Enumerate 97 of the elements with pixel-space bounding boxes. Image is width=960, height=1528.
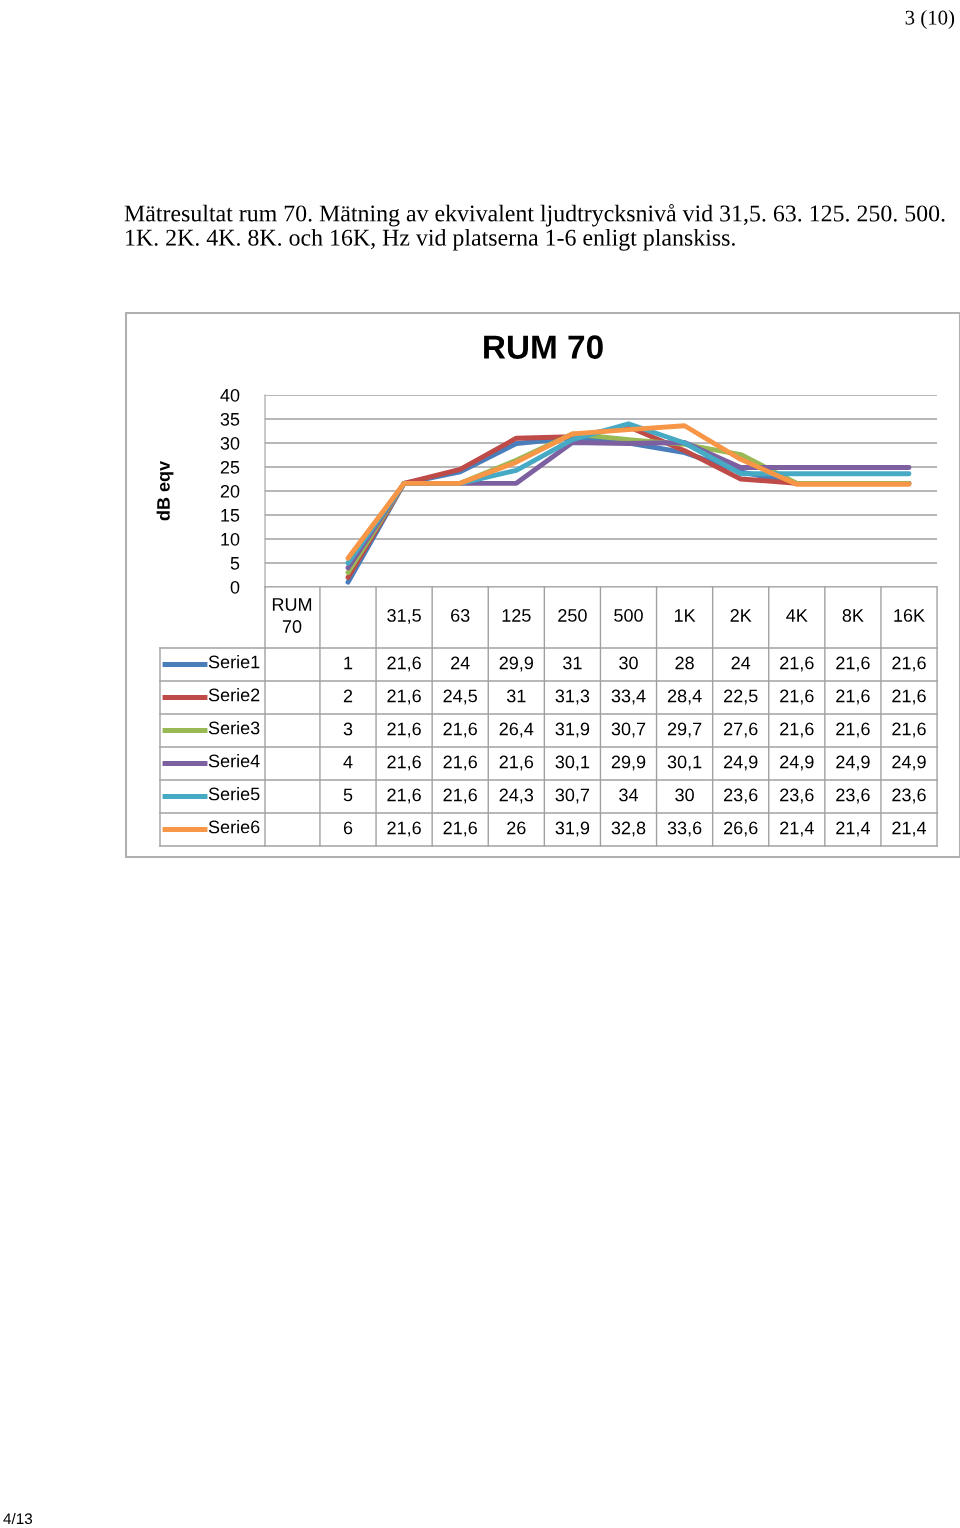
chart-title: RUM 70 <box>484 335 603 359</box>
data-label: 30,1 <box>667 755 702 771</box>
data-label: 23,6 <box>892 788 926 804</box>
x-tick-label: 4K <box>786 609 808 622</box>
data-label: 21,6 <box>443 755 477 771</box>
data-label: 21,6 <box>780 722 814 738</box>
data-label: 31,9 <box>555 821 590 837</box>
data-label: 28,4 <box>667 689 702 705</box>
legend-label: Serie2 <box>208 688 260 702</box>
data-label: 21,6 <box>836 722 870 738</box>
data-label: 3 <box>343 722 353 736</box>
data-label: 4 <box>343 755 353 769</box>
data-label: 30 <box>675 788 694 802</box>
legend-label: Serie4 <box>208 754 260 768</box>
data-label: 21,6 <box>780 656 814 672</box>
data-label: 31,3 <box>555 689 590 705</box>
data-label: 26,4 <box>499 722 534 738</box>
data-label: 21,6 <box>387 788 421 804</box>
data-label: 21,6 <box>836 689 870 705</box>
data-label: 26,6 <box>724 821 758 837</box>
x-tick-label: 125 <box>502 609 531 622</box>
data-label: 31 <box>563 656 582 670</box>
legend-label: Serie3 <box>208 721 260 735</box>
data-label: 32,8 <box>611 821 646 837</box>
data-label: 23,6 <box>780 788 814 804</box>
data-label: 21,4 <box>780 821 814 837</box>
text: 3 (10) <box>905 10 955 29</box>
data-label: 24,9 <box>780 755 814 771</box>
data-label: 24,3 <box>499 788 534 804</box>
data-label: 24,9 <box>724 755 758 771</box>
x-tick-label: 2K <box>730 609 752 622</box>
data-label: 21,6 <box>892 689 926 705</box>
data-label: 21,4 <box>836 821 870 837</box>
data-label: 24 <box>731 656 751 670</box>
legend-label: Serie5 <box>208 787 260 801</box>
y-tick-label: 15 <box>221 509 240 522</box>
data-label: 29,7 <box>667 722 702 738</box>
data-label: 21,6 <box>780 689 814 705</box>
data-label: 30 <box>619 656 638 670</box>
data-label: 21,6 <box>387 821 421 837</box>
y-tick-label: 5 <box>230 557 240 570</box>
data-label: 1 <box>344 656 353 670</box>
data-label: 34 <box>619 788 639 802</box>
data-label: 27,6 <box>724 722 758 738</box>
data-label: 28 <box>675 656 694 670</box>
y-tick-label: 10 <box>221 532 240 546</box>
x-tick-label: 31,5 <box>387 609 421 624</box>
data-label: 21,6 <box>443 788 477 804</box>
y-tick-label: 35 <box>220 412 240 426</box>
data-label: 24,9 <box>836 755 870 771</box>
x-tick-label: 1K <box>674 609 696 622</box>
legend-label: Serie6 <box>208 820 260 834</box>
data-label: 23,6 <box>836 788 870 804</box>
chart-subtitle: Mätresultat rum 70. Mätning av ekvivalent ljudtrycksnivå vid 31,5. 63. 125. 250. 500. 1K. 2K. 4K. 8K. och 16K, Hz vid platserna 1-6 enligt planskiss. <box>124 204 945 251</box>
data-label: 21,6 <box>387 656 421 672</box>
x-tick-label: 500 <box>614 609 643 622</box>
data-label: 21,4 <box>892 821 927 837</box>
data-label: 5 <box>343 788 353 802</box>
data-label: 30,1 <box>555 755 590 771</box>
data-label: 21,6 <box>387 722 421 738</box>
data-label: 23,6 <box>724 788 758 804</box>
data-label: 29,9 <box>499 656 534 672</box>
text: RUM 70 <box>272 598 312 633</box>
data-label: 21,6 <box>892 722 926 738</box>
data-label: 31,9 <box>555 722 590 738</box>
y-tick-label: 25 <box>220 460 240 474</box>
y-tick-label: 40 <box>220 388 240 402</box>
x-tick-label: 63 <box>451 609 470 622</box>
data-label: 21,6 <box>499 755 534 771</box>
legend-label: Serie1 <box>208 655 260 669</box>
data-label: 30,7 <box>555 788 590 804</box>
y-axis-title: dB eqv <box>156 460 174 521</box>
data-label: 2 <box>343 689 353 703</box>
data-label: 33,4 <box>611 689 646 705</box>
data-label: 22,5 <box>724 689 758 705</box>
data-label: 26 <box>507 821 526 835</box>
data-label: 21,6 <box>443 722 477 738</box>
y-tick-label: 0 <box>230 580 240 594</box>
data-label: 21,6 <box>836 656 870 672</box>
data-label: 24,5 <box>443 689 478 705</box>
data-label: 24,9 <box>892 755 926 771</box>
x-tick-label: 8K <box>842 609 864 622</box>
data-label: 21,6 <box>387 689 421 705</box>
y-tick-label: 30 <box>220 436 240 450</box>
data-label: 29,9 <box>611 755 646 771</box>
text: 4/13 <box>3 1512 33 1525</box>
x-tick-label: 16K <box>894 609 925 622</box>
x-tick-label: 250 <box>558 609 587 622</box>
data-label: 24 <box>451 656 470 670</box>
data-label: 6 <box>343 821 353 835</box>
data-label: 31 <box>506 689 526 703</box>
data-label: 21,6 <box>443 821 477 837</box>
data-label: 21,6 <box>387 755 421 771</box>
y-tick-label: 20 <box>220 484 240 498</box>
data-label: 30,7 <box>611 722 646 738</box>
data-label: 21,6 <box>892 656 926 672</box>
data-label: 33,6 <box>667 821 702 837</box>
